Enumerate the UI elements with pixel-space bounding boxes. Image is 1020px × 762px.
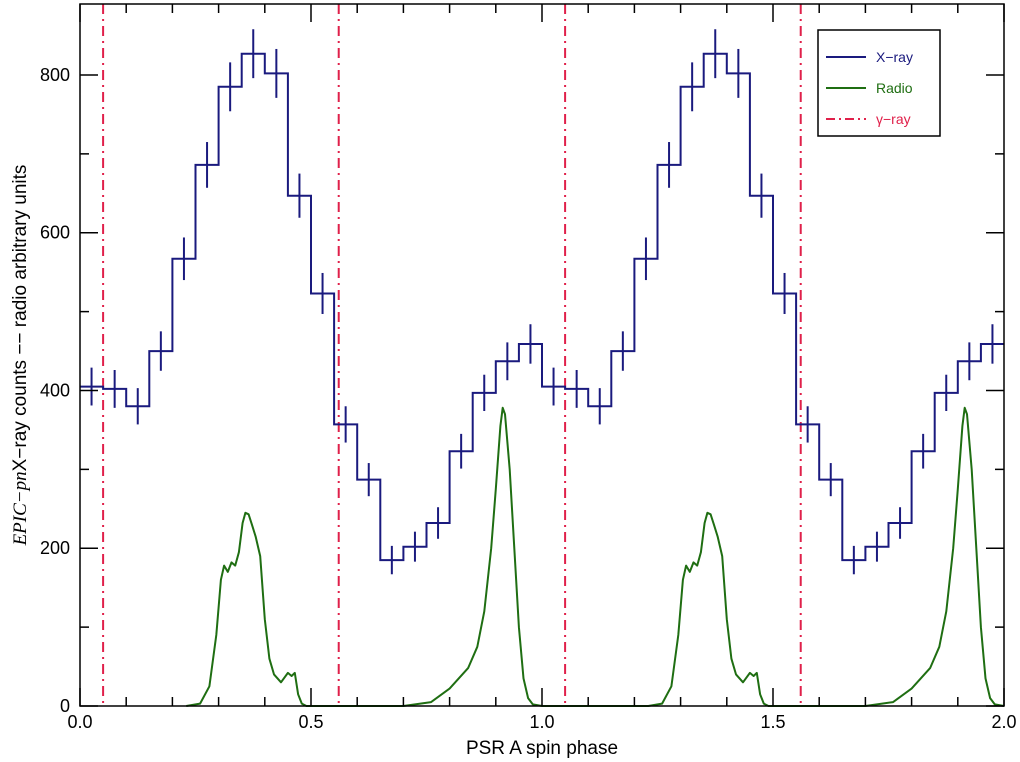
legend-label-radio: Radio [876,80,913,96]
x-tick-label: 0.0 [67,712,92,732]
xray-step-line [80,52,1004,562]
legend-label-gamma: γ−ray [876,111,911,127]
y-tick-label: 200 [40,538,70,558]
x-tick-label: 0.5 [298,712,323,732]
y-tick-label: 400 [40,380,70,400]
x-tick-label: 1.5 [760,712,785,732]
y-tick-label: 0 [60,696,70,716]
xray-series [80,29,1004,575]
x-axis-label: PSR A spin phase [466,738,618,759]
y-axis-label: EPIC−pnX−ray counts −− radio arbitrary u… [10,165,31,547]
legend-label-xray: X−ray [876,49,913,65]
gamma-ray-series [102,4,802,706]
y-axis-label-text: X−ray counts −− radio arbitrary units [10,165,31,472]
x-tick-label: 2.0 [991,712,1016,732]
radio-series [186,406,1005,707]
y-tick-label: 600 [40,223,70,243]
axes: 0.0 0.5 1.0 1.5 2.0 0 200 400 600 800 [40,4,1017,732]
y-tick-label: 800 [40,65,70,85]
legend: X−ray Radio γ−ray [817,29,941,137]
y-axis-label-instrument: EPIC−pn [10,471,31,546]
x-tick-label: 1.0 [529,712,554,732]
plot-area [80,4,1005,707]
radio-curve [186,406,1005,707]
legend-box [817,29,941,137]
